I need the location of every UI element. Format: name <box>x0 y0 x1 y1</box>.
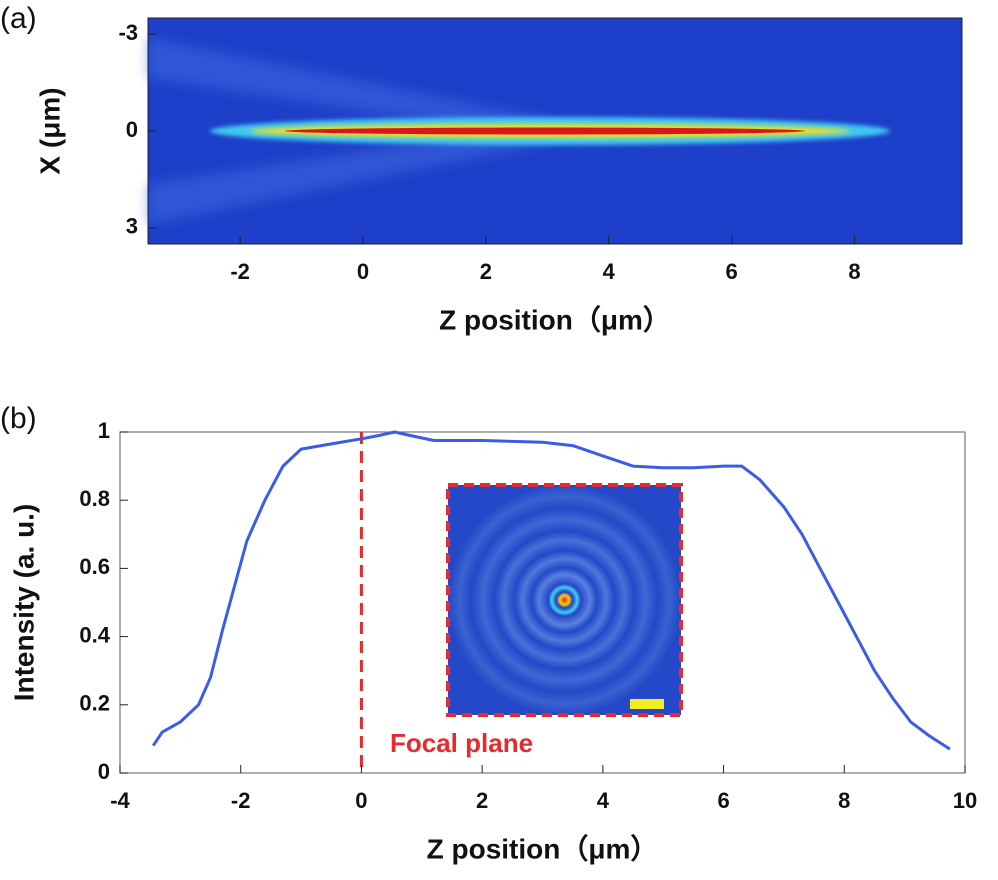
y-axis-label: Intensity (a. u.) <box>8 504 39 702</box>
y-tick-label: 0.8 <box>79 486 110 511</box>
inset-scale-bar <box>630 699 664 709</box>
x-tick-label: 4 <box>603 259 616 284</box>
x-tick-label: -4 <box>110 788 130 813</box>
x-tick-label: 4 <box>597 788 610 813</box>
y-tick-label: 0.4 <box>79 622 110 647</box>
heatmap-lobes <box>148 38 548 224</box>
x-axis-label: Z position（μm） <box>439 303 671 335</box>
y-tick-label: 0 <box>98 759 110 784</box>
x-tick-label: 2 <box>476 788 488 813</box>
x-tick-label: -2 <box>230 259 250 284</box>
x-tick-label: 8 <box>848 259 860 284</box>
heatmap <box>148 18 962 244</box>
inset <box>448 485 681 715</box>
y-tick-label: 3 <box>126 214 138 239</box>
x-axis-label: Z position（μm） <box>427 832 659 864</box>
x-tick-label: 0 <box>357 259 369 284</box>
y-tick-label: -3 <box>118 20 138 45</box>
x-tick-label: -2 <box>231 788 251 813</box>
plot-frame <box>119 431 966 774</box>
x-tick-label: 2 <box>480 259 492 284</box>
panel-label: (a) <box>0 2 37 35</box>
intensity-line <box>151 430 951 751</box>
inset-frame <box>446 483 683 717</box>
y-tick-label: 1 <box>98 418 110 443</box>
x-tick-label: 8 <box>838 788 850 813</box>
annotation: Focal plane <box>390 728 533 758</box>
x-tick-label: 6 <box>717 788 729 813</box>
heatmap-core <box>285 127 805 135</box>
y-tick-label: 0 <box>126 117 138 142</box>
x-tick-label: 10 <box>953 788 977 813</box>
y-axis-label: X (μm) <box>34 87 65 174</box>
x-tick-label: 0 <box>355 788 367 813</box>
y-tick-label: 0.6 <box>79 554 110 579</box>
y-tick-label: 0.2 <box>79 691 110 716</box>
x-tick-label: 6 <box>725 259 737 284</box>
panel-label: (b) <box>0 402 37 435</box>
